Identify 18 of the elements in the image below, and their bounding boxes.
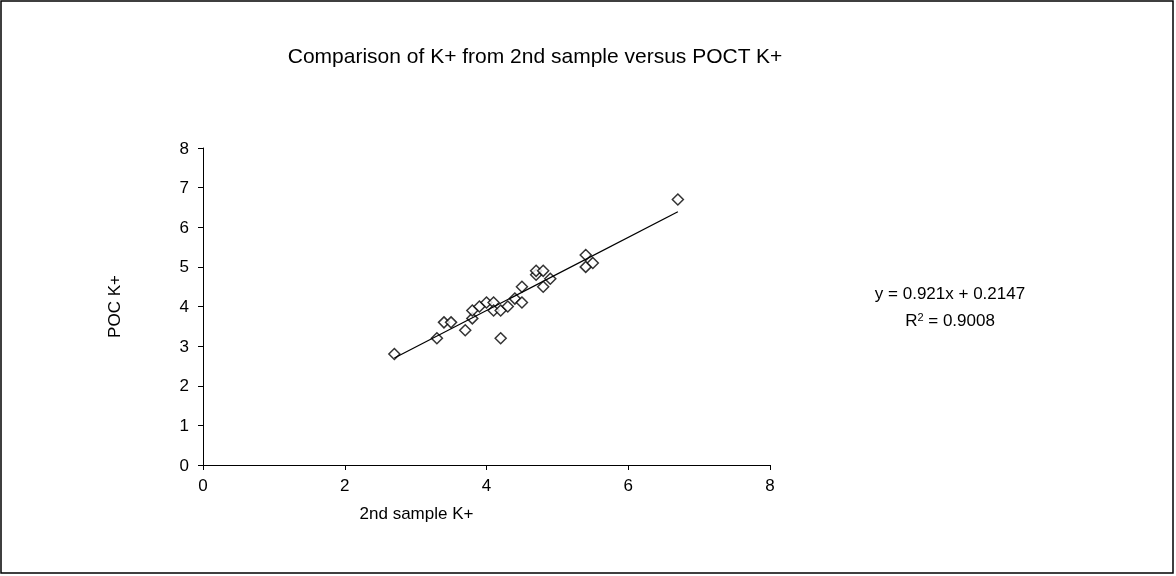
x-tick-label: 8 [765,476,775,495]
y-tick-label: 1 [179,415,189,435]
y-tick-label: 4 [179,297,189,316]
text: y = 0.921x + 0.2147 [874,284,1026,303]
x-tick-label: 2 [340,476,350,495]
x-tick-label: 0 [198,476,208,495]
x-tick-label: 4 [481,476,492,495]
x-axis-title: 2nd sample K+ [359,504,474,523]
y-tick-label: 7 [179,178,189,198]
y-tick-label: 5 [179,257,189,277]
y-axis-title: POC K+ [105,275,124,338]
y-tick-label: 3 [179,336,189,356]
y-tick-label: 8 [179,138,189,158]
chart-title: Comparison of K+ from 2nd sample versus POCT K+ [287,44,783,67]
y-tick-label: 6 [179,217,189,237]
y-tick-label: 2 [179,376,189,396]
x-tick-label: 6 [623,476,633,495]
y-tick-label: 0 [179,455,189,475]
